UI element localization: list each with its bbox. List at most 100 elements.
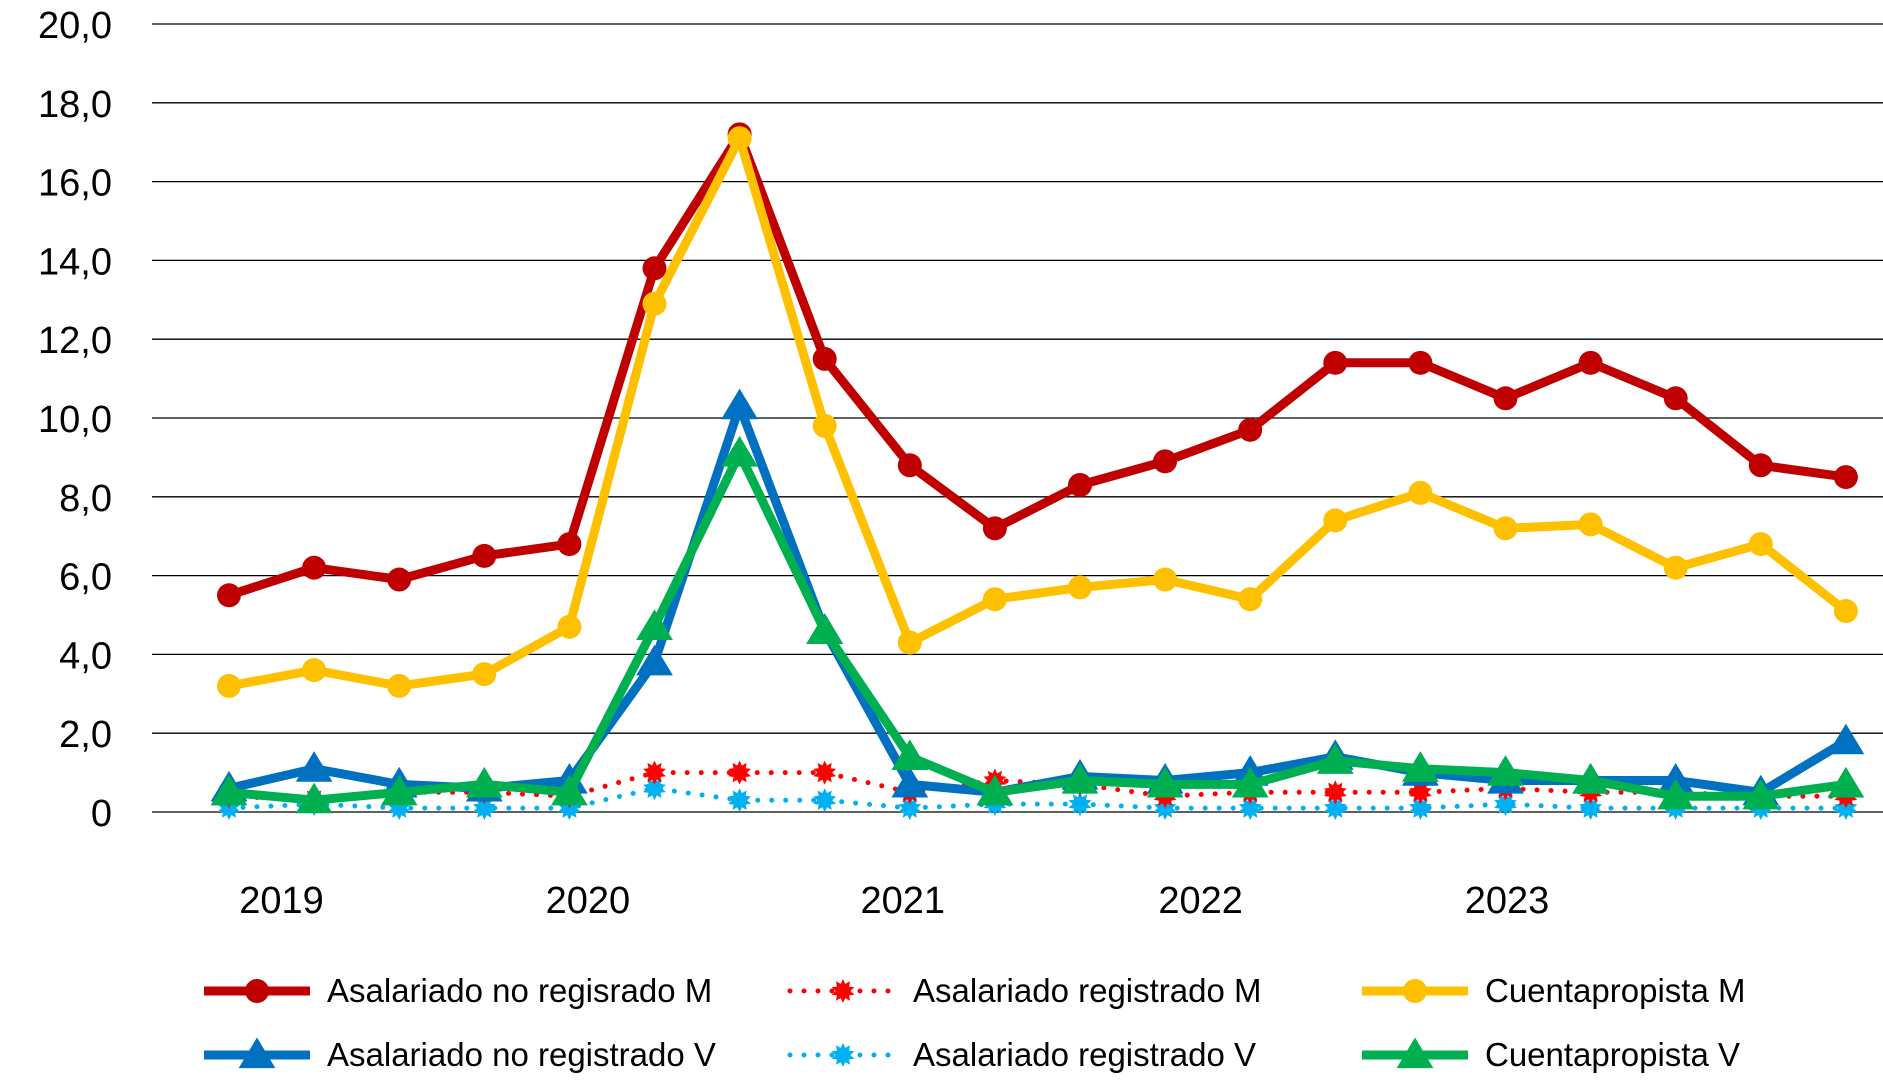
y-tick-label: 12,0 [38,320,112,362]
legend-label: Asalariado registrado V [913,1036,1256,1073]
data-point [557,532,582,557]
data-point [1493,516,1518,541]
data-point [831,979,855,1003]
data-point [982,587,1007,612]
data-point [813,788,837,813]
x-year-label: 2019 [239,880,324,922]
data-point [1146,766,1184,798]
data-point [1068,575,1092,600]
data-point [557,614,582,639]
data-point [831,1043,855,1067]
data-point [891,739,929,770]
legend-label: Asalariado registrado M [913,972,1262,1009]
data-point [380,774,418,806]
data-point [813,760,837,785]
data-point [302,555,327,580]
data-point [728,788,751,813]
series-lines [210,122,1865,821]
legend-item: Asalariado no registrado V [204,1036,716,1073]
data-point [1316,743,1354,774]
legend: Asalariado no regisrado M Asalariado regi… [204,972,1745,1073]
series-0 [217,122,1858,608]
data-point [295,782,333,814]
legend-item: Cuentapropista V [1362,1036,1740,1073]
data-point [1068,792,1092,817]
data-point [245,979,269,1003]
data-point [643,776,666,801]
data-point [217,583,241,608]
y-tick-label: 16,0 [38,163,112,205]
legend-item: Asalariado registrado M [787,972,1262,1009]
data-point [1657,762,1695,794]
data-point [1493,386,1518,411]
data-point [465,766,503,798]
x-year-label: 2023 [1465,880,1550,922]
series-5 [210,435,1865,814]
x-axis-year-labels: 2019 2020 2021 2022 2023 [239,880,1549,922]
data-point [1487,755,1524,786]
series-line [224,401,1851,797]
data-point [1833,599,1858,624]
data-point [1827,766,1865,798]
data-point [1572,762,1609,794]
data-point [1153,567,1178,592]
legend-label: Asalariado no registrado V [327,1036,716,1073]
data-point [295,751,333,782]
y-tick-label: 0 [91,793,112,835]
data-point [1396,1037,1434,1069]
data-point [1238,796,1262,821]
data-point [1323,796,1347,821]
data-point [976,774,1014,806]
data-point [472,662,497,687]
data-point [472,543,497,568]
data-point [1238,417,1263,442]
data-point [642,291,667,316]
data-point [1827,723,1865,755]
data-point [728,760,751,785]
series-2 [217,126,1858,698]
data-point [1742,778,1780,810]
data-point [1409,796,1432,821]
data-point [1231,766,1269,798]
data-point [1657,778,1695,810]
legend-label: Asalariado no regisrado M [327,972,712,1009]
y-tick-label: 2,0 [59,714,112,756]
data-point [1323,780,1347,805]
data-point [642,256,667,281]
data-point [1578,512,1603,537]
data-point [812,413,837,438]
y-tick-label: 6,0 [59,557,112,599]
data-point [897,453,922,478]
legend-label: Cuentapropista V [1485,1036,1740,1073]
data-point [1409,780,1432,805]
y-axis-tick-labels: 0 2,0 4,0 6,0 8,0 10,0 12,0 14,0 16,0 18,0 20,0 [38,5,112,835]
series-line [226,785,1849,811]
data-point [472,796,496,821]
data-point [1408,480,1433,505]
y-tick-label: 14,0 [38,241,112,283]
data-point [727,126,752,151]
x-year-label: 2022 [1158,880,1243,922]
data-point [302,658,327,683]
data-point [1238,587,1263,612]
series-line [224,133,1851,691]
data-point [1153,449,1178,474]
y-tick-label: 20,0 [38,5,112,47]
data-point [1748,453,1773,478]
data-point [1402,751,1439,782]
data-point [643,760,666,785]
legend-item: Asalariado no regisrado M [204,972,712,1009]
data-point [806,613,844,644]
data-point [721,388,758,420]
data-point [1403,979,1427,1003]
data-point [1061,762,1099,794]
data-point [1663,386,1688,411]
data-point [1833,465,1858,490]
data-point [1578,350,1603,375]
y-tick-label: 4,0 [59,635,112,677]
x-year-label: 2021 [860,880,945,922]
data-point [238,1037,276,1069]
data-point [1663,555,1688,580]
x-year-label: 2020 [546,880,631,922]
data-point [812,346,837,371]
